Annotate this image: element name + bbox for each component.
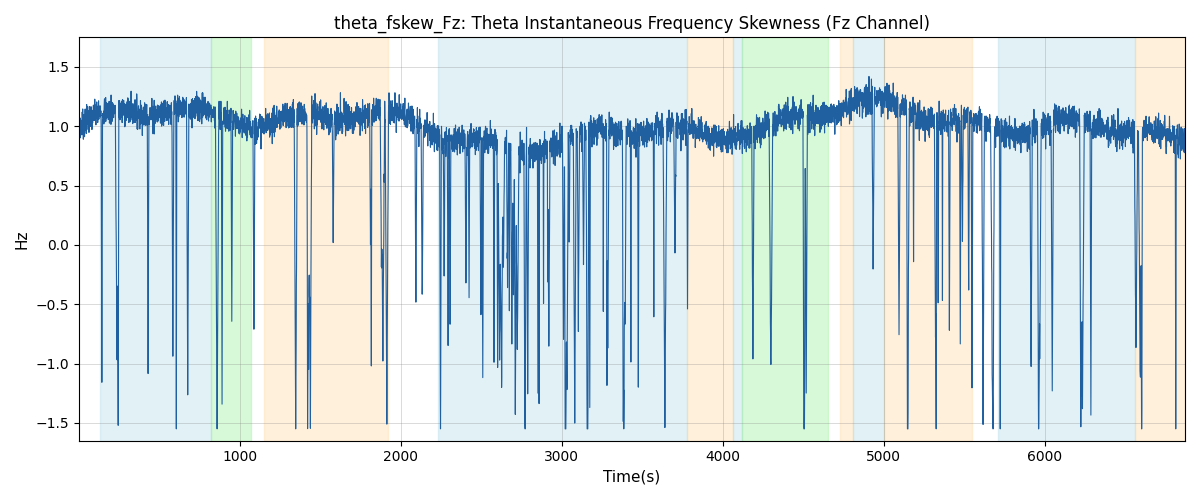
- Bar: [1135, 38, 1186, 440]
- Bar: [211, 38, 251, 440]
- Bar: [884, 38, 972, 440]
- Bar: [998, 38, 1135, 440]
- Bar: [853, 38, 884, 440]
- Bar: [732, 38, 743, 440]
- X-axis label: Time(s): Time(s): [604, 470, 660, 485]
- Bar: [840, 38, 853, 440]
- Bar: [100, 38, 211, 440]
- Bar: [688, 38, 732, 440]
- Y-axis label: Hz: Hz: [14, 230, 30, 249]
- Title: theta_fskew_Fz: Theta Instantaneous Frequency Skewness (Fz Channel): theta_fskew_Fz: Theta Instantaneous Freq…: [334, 15, 930, 34]
- Bar: [743, 38, 828, 440]
- Bar: [438, 38, 688, 440]
- Bar: [264, 38, 388, 440]
